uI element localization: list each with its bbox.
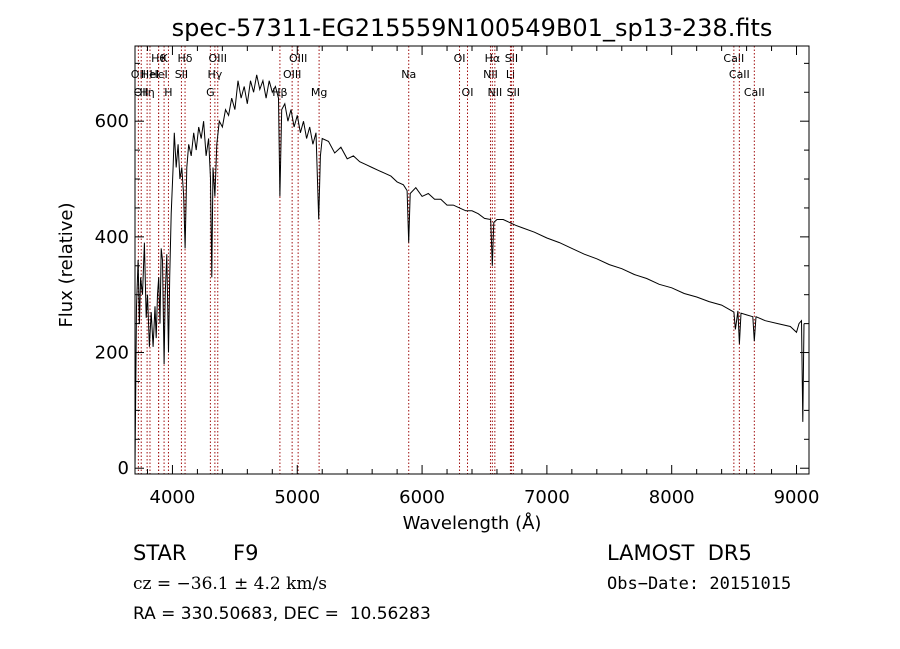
y-tick-label: 200 <box>95 343 129 364</box>
line-marker-label: CaII <box>744 86 765 99</box>
line-marker-label: H <box>164 86 172 99</box>
line-marker-label: Na <box>401 68 416 81</box>
y-tick-label: 400 <box>95 227 129 248</box>
line-marker-label: NII <box>483 68 498 81</box>
x-tick-label: 5000 <box>274 487 320 508</box>
line-marker-label: SII <box>505 52 518 65</box>
chart-title: spec-57311-EG215559N100549B01_sp13-238.f… <box>172 14 773 42</box>
line-marker-label: HeI <box>149 68 167 81</box>
line-marker-label: OIII <box>289 52 307 65</box>
line-marker-label: Hη <box>139 86 154 99</box>
plot-frame <box>134 45 810 475</box>
line-marker-label: G <box>206 86 215 99</box>
coordinates: RA = 330.50683, DEC = 10.56283 <box>133 604 431 624</box>
spectrum-line <box>134 74 805 469</box>
redshift-info: cz = −36.1 ± 4.2 km/s <box>133 574 327 594</box>
x-tick-label: 7000 <box>524 487 570 508</box>
line-marker-label: NII <box>487 86 502 99</box>
axis-ticks: 4000 5000 6000 7000 8000 9000 0 200 400 600 <box>95 46 820 508</box>
line-marker-label: HeI <box>141 68 159 81</box>
line-marker-label: CaII <box>723 52 744 65</box>
line-marker-label: OI <box>462 86 474 99</box>
line-marker-label: Hδ <box>178 52 193 65</box>
line-marker-label: OIII <box>209 52 227 65</box>
y-tick-label: 600 <box>95 111 129 132</box>
x-tick-label: 4000 <box>150 487 196 508</box>
line-marker-label: Li <box>506 68 515 81</box>
line-marker-label: Hα <box>485 52 501 65</box>
y-tick-label: 0 <box>118 458 129 479</box>
object-class: STAR <box>133 541 187 565</box>
x-axis-label: Wavelength (Å) <box>403 512 542 534</box>
y-axis-label: Flux (relative) <box>56 202 77 327</box>
line-marker-label: CaII <box>729 68 750 81</box>
line-marker-label: Hγ <box>207 68 222 81</box>
observation-date: Obs−Date: 20151015 <box>607 574 792 594</box>
line-marker-label: Mg <box>311 86 327 99</box>
line-marker-label: SII <box>175 68 188 81</box>
object-subclass: F9 <box>233 541 259 565</box>
x-tick-label: 6000 <box>399 487 445 508</box>
line-marker-label: Hθ <box>151 52 166 65</box>
survey-name: LAMOST DR5 <box>607 541 752 565</box>
x-tick-label: 8000 <box>649 487 695 508</box>
line-marker-label: K <box>160 52 168 65</box>
line-marker-label: OIII <box>283 68 301 81</box>
line-marker-label: SII <box>507 86 520 99</box>
line-marker-label: OI <box>454 52 466 65</box>
x-tick-label: 9000 <box>774 487 820 508</box>
spectral-line-markers: OIIOIIHηHeIHθHeIKHSIIHδGHγOIIIHβOIIIOIII… <box>131 46 765 474</box>
line-marker-label: OII <box>134 86 149 99</box>
